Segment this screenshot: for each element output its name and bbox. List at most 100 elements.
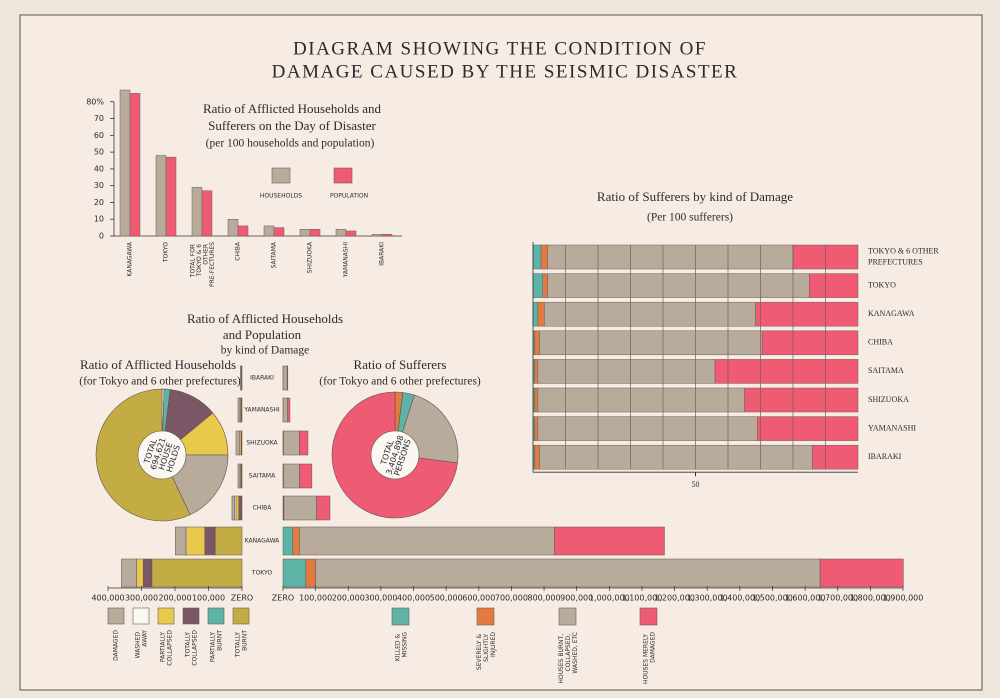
legend-label: PARTIALLY BURNT: [209, 630, 223, 662]
bar-segment: [283, 430, 300, 456]
bar-segment: [537, 359, 716, 384]
x-tick-label: 1,300,000: [687, 594, 728, 603]
bar-segment: [542, 273, 548, 298]
bar-segment: [534, 387, 539, 413]
bar-segment: [186, 526, 206, 556]
bar-segment: [286, 365, 289, 391]
bar-segment: [238, 495, 243, 521]
category-label: SAITAMA: [249, 473, 276, 480]
bar-segment: [235, 430, 240, 456]
bar: [237, 225, 249, 237]
bar-segment: [812, 444, 859, 470]
legend-label: DAMAGED: [113, 630, 120, 661]
bar-segment: [534, 416, 539, 441]
legend-swatch: [232, 607, 250, 625]
bar-segment: [282, 526, 294, 556]
bar: [191, 187, 203, 237]
legend-swatch: [271, 167, 291, 184]
y-tick-label: SHIZUOKA: [868, 395, 909, 404]
x-tick-label: YAMANASHI: [343, 242, 350, 278]
bar-segment: [237, 397, 241, 423]
chart-title: Ratio of Sufferers: [354, 357, 447, 372]
x-tick-label: 300,000: [364, 594, 397, 603]
bar: [201, 190, 213, 237]
bar-segment: [175, 526, 186, 556]
bar: [155, 155, 167, 237]
x-tick-label: 100,000: [299, 594, 332, 603]
y-tick-label: CHIBA: [868, 338, 893, 347]
bar-segment: [819, 558, 904, 588]
bar: [273, 227, 285, 237]
x-tick-label: TOKYO: [163, 242, 170, 263]
bar-segment: [532, 244, 542, 270]
bar: [299, 229, 311, 237]
bar-segment: [537, 387, 745, 413]
x-tick-label: 1,400,000: [719, 594, 760, 603]
bar-segment: [540, 244, 548, 270]
bar-segment: [283, 495, 317, 521]
legend-label: HOUSEHOLDS: [260, 193, 302, 200]
legend-label: WASHED AWAY: [134, 630, 148, 659]
pie-center: [370, 430, 420, 480]
bar-segment: [305, 558, 316, 588]
bar-segment: [547, 273, 810, 298]
chart-title: and Population: [223, 327, 302, 342]
bar-segment: [282, 558, 307, 588]
chart-subtitle: (for Tokyo and 6 other prefectures): [79, 376, 241, 388]
x-tick-label: SHIZUOKA: [307, 241, 314, 273]
legend-swatch: [558, 607, 577, 626]
y-tick-label: 0: [99, 232, 104, 241]
legend-label: PARTIALLY COLLAPSED: [159, 630, 173, 666]
x-tick-label: 1,500,000: [752, 594, 793, 603]
bar-segment: [282, 365, 288, 391]
bar: [335, 229, 347, 237]
bar: [227, 218, 239, 237]
y-tick-label: 70: [94, 114, 104, 123]
category-label: KANAGAWA: [245, 538, 280, 545]
x-tick-label: 50: [692, 480, 700, 489]
bar: [119, 89, 131, 237]
legend-swatch: [391, 607, 410, 626]
category-label: SHIZUOKA: [246, 440, 278, 447]
legend-swatch: [333, 167, 353, 184]
x-tick-label: ZERO: [272, 594, 294, 603]
bar-segment: [204, 526, 216, 556]
bar-segment: [714, 359, 859, 384]
bar-segment: [235, 495, 239, 521]
category-label: YAMANASHI: [243, 407, 279, 414]
bar-segment: [534, 359, 539, 384]
bar-segment: [755, 301, 859, 327]
y-tick-label: YAMANASHI: [868, 423, 916, 432]
x-tick-label: 500,000: [430, 594, 463, 603]
y-tick-label: IBARAKI: [868, 452, 902, 461]
bar-segment: [151, 558, 243, 588]
bar: [263, 225, 275, 237]
bar-segment: [532, 273, 543, 298]
x-tick-label: 1,600,000: [785, 594, 826, 603]
legend-label: KILLED & MISSING: [394, 632, 408, 662]
bar-segment: [757, 416, 859, 441]
x-tick-label: 400,000: [91, 594, 124, 603]
legend-swatch: [107, 607, 125, 625]
main-title: DAMAGE CAUSED BY THE SEISMIC DISASTER: [272, 61, 739, 82]
legend-swatch: [207, 607, 225, 625]
bar-segment: [534, 330, 540, 356]
bar-segment: [544, 301, 756, 327]
x-tick-label: 1,200,000: [654, 594, 695, 603]
bar-segment: [237, 463, 241, 489]
bar-segment: [316, 495, 331, 521]
bar-segment: [534, 444, 540, 470]
x-tick-label: 1,100,000: [622, 594, 663, 603]
bar-segment: [299, 463, 313, 489]
legend-label: TOTALLY BURNT: [234, 630, 248, 658]
x-tick-label: 700,000: [495, 594, 528, 603]
bar-segment: [537, 416, 758, 441]
bar-segment: [744, 387, 859, 413]
x-tick-label: 300,000: [125, 594, 158, 603]
bar-segment: [539, 330, 763, 356]
bar-segment: [315, 558, 821, 588]
category-label: IBARAKI: [250, 375, 274, 382]
bar: [381, 234, 393, 237]
